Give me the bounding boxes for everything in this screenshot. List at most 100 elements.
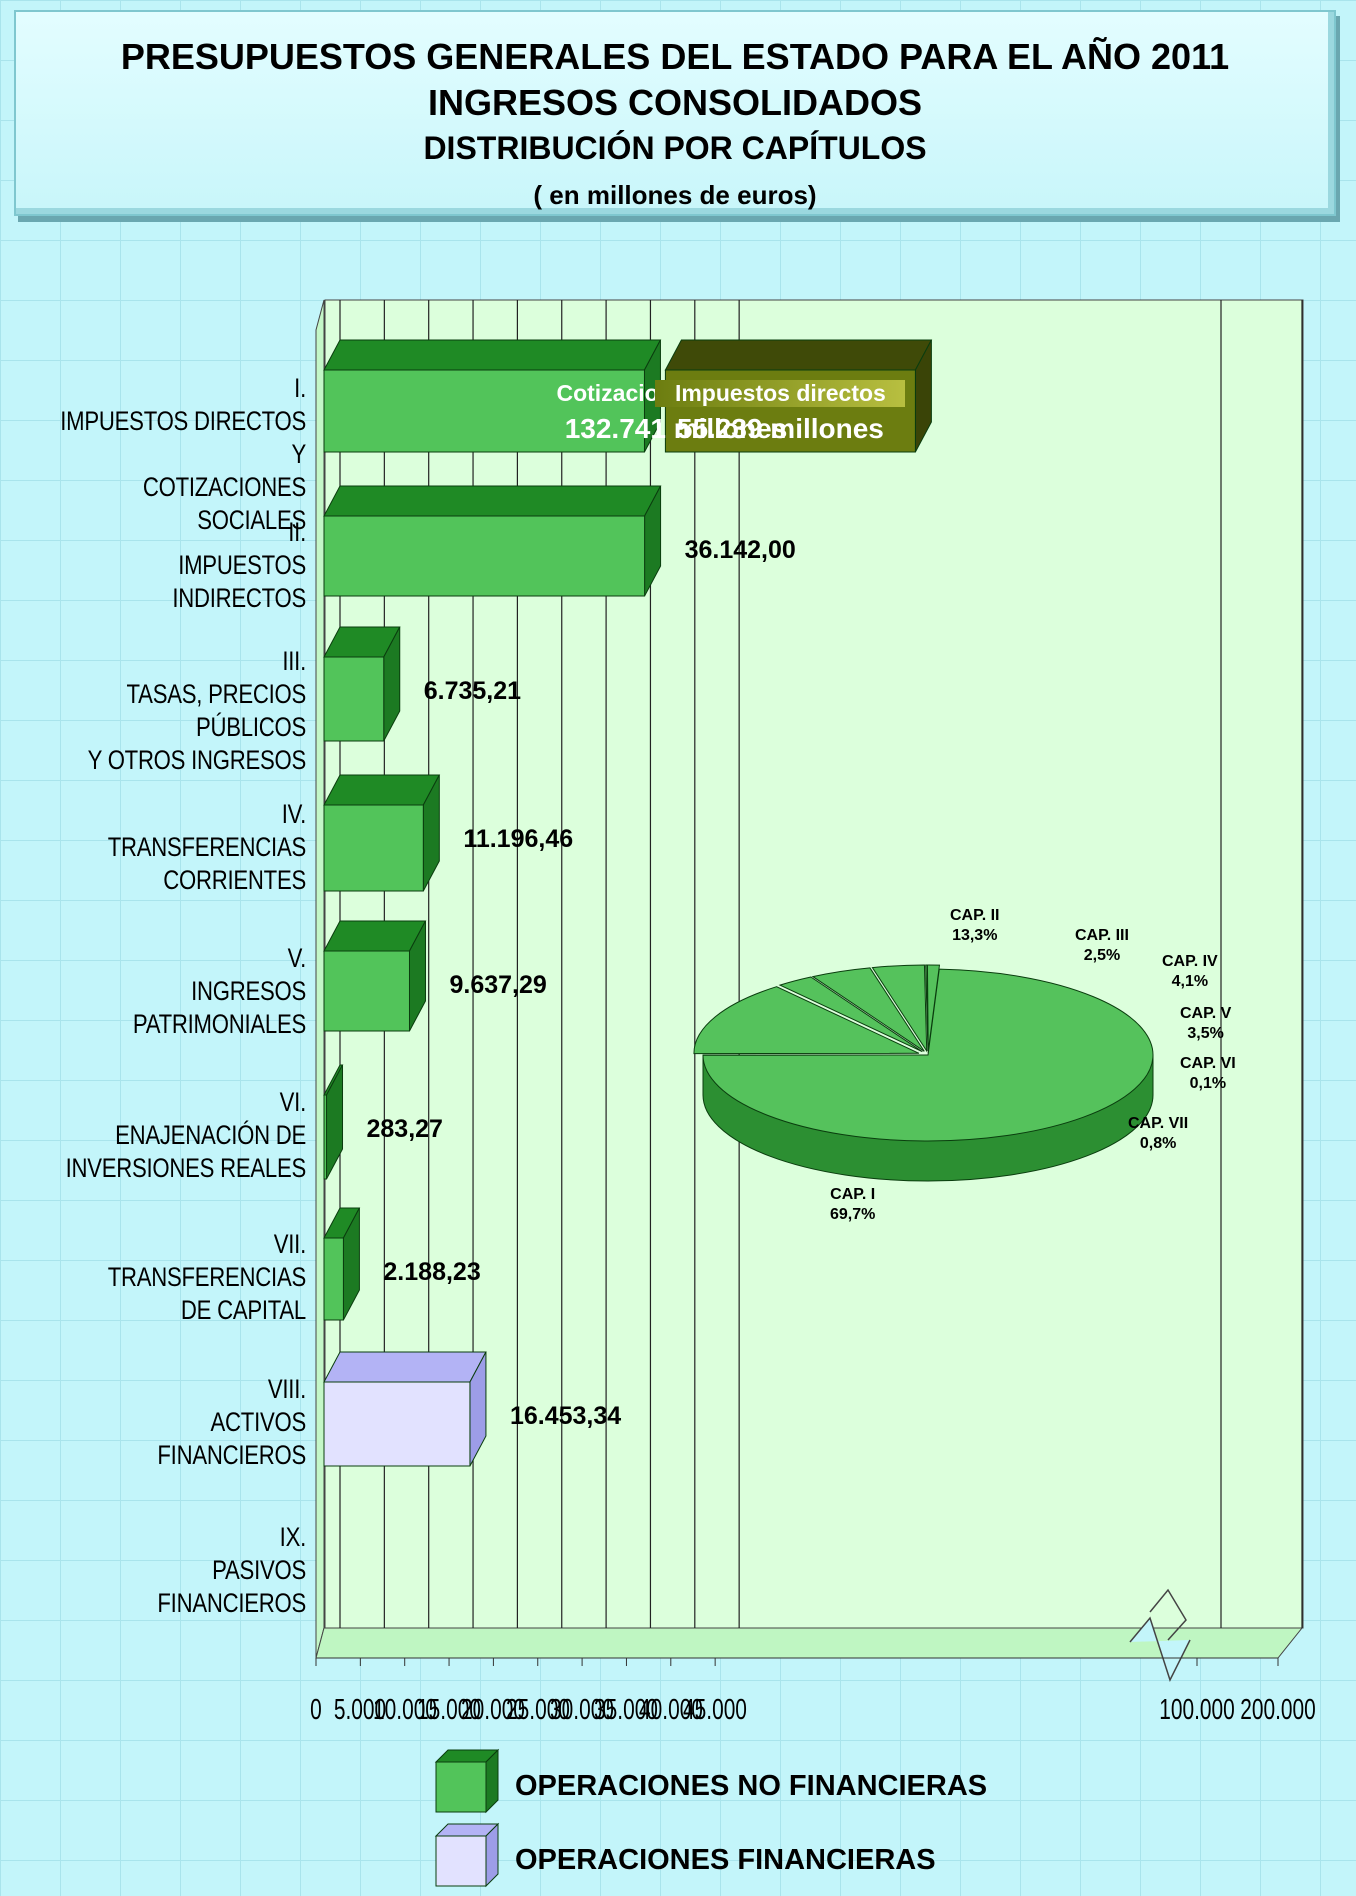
bar-1 [323,339,662,453]
legend-swatch-no-financieras-front [435,1761,487,1813]
category-label-line: TASAS, PRECIOS PÚBLICOS [126,679,307,742]
legend-label-no-financieras: OPERACIONES NO FINANCIERAS [515,1770,988,1802]
bar-7 [323,1207,361,1321]
category-label-line: IX. [279,1522,307,1552]
category-label-line: FINANCIEROS [157,1588,306,1618]
plot-left-wall [315,299,325,1659]
category-label: II. IMPUESTOS INDIRECTOS [55,516,306,615]
pie-slice [926,964,941,1052]
pie-label: CAP. II 13,3% [950,906,1000,946]
x-tick-label: 5.000 [334,1694,387,1726]
axis-break-bottom [1129,1616,1191,1682]
pie-label-value: 69,7% [830,1206,876,1223]
category-label-line: I. [294,373,306,403]
title-panel: PRESUPUESTOS GENERALES DEL ESTADO PARA E… [14,10,1336,216]
value-label: 2.188,23 [383,1258,481,1286]
x-tick-label: 100.000 [1159,1694,1235,1726]
pie-slice [811,967,925,1052]
pie-label-name: CAP. VI [1180,1055,1236,1072]
legend-swatch-financieras-front [435,1835,487,1887]
pie-label-value: 13,3% [952,927,998,944]
plot-back-wall [324,299,1304,1629]
callout-cotizaciones-value: 132.741 millones [564,413,788,444]
category-label-line: II. [288,517,306,547]
category-label: VIII. ACTIVOS FINANCIEROS [55,1373,306,1472]
pie-label-name: CAP. I [830,1186,876,1203]
x-tick-label: 20.000 [461,1694,526,1726]
pie-label: CAP. I 69,7% [830,1185,875,1225]
category-label-line: VIII. [267,1374,306,1404]
category-label-line: CORRIENTES [163,865,306,895]
x-tick-label: 10.000 [372,1694,437,1726]
legend-label-financieras: OPERACIONES FINANCIERAS [515,1844,936,1876]
axis-break-top [1149,1588,1187,1641]
category-label-line: TRANSFERENCIAS [107,832,307,862]
category-label-line: ENAJENACIÓN DE [115,1120,306,1150]
category-label-line: Y OTROS INGRESOS [87,745,307,775]
pie-chart [693,964,1154,1182]
plot-area [315,299,1304,1682]
category-label-line: PASIVOS [212,1555,306,1585]
bar-3-front [323,656,385,742]
category-label-line: ACTIVOS [210,1407,307,1437]
category-label-line: PATRIMONIALES [132,1009,306,1039]
value-label: 6.735,21 [423,677,522,705]
x-tick-label: 25.000 [505,1694,570,1726]
category-label: IV. TRANSFERENCIAS CORRIENTES [55,798,307,897]
value-label: 11.196,46 [463,825,574,853]
bar-2-front [323,515,646,597]
x-tick-label: 15.000 [417,1694,481,1726]
callout-directos-name: Impuestos directos [655,380,906,407]
category-label-line: VII. [273,1229,306,1259]
bar-5-front [323,950,410,1032]
bar-2 [323,485,662,597]
pie-label-name: CAP. V [1180,1005,1232,1022]
pie-slice [871,964,928,1053]
chart-title: PRESUPUESTOS GENERALES DEL ESTADO PARA E… [120,36,1230,77]
category-label-line: INGRESOS [191,976,306,1006]
category-label-line: IMPUESTOS INDIRECTOS [172,550,306,613]
pie-label: CAP. V 3,5% [1180,1004,1231,1044]
bar-1-top [323,339,662,371]
value-label: 283,27 [366,1115,443,1143]
legend-swatch-financieras [434,1822,500,1888]
x-tick-label: 0 [310,1694,322,1726]
pie-label-name: CAP. VII [1128,1115,1189,1132]
pie-slice [702,968,1154,1142]
pie-label: CAP. VI 0,1% [1180,1054,1236,1094]
bar-4-top [323,774,441,806]
category-label-line: IMPUESTOS DIRECTOS Y [60,406,306,469]
category-label: IX. PASIVOS FINANCIEROS [55,1521,306,1620]
bar-5 [323,920,427,1032]
bar-4-front [323,804,424,892]
value-label: 16.453,34 [509,1402,622,1430]
bar-6 [323,1064,344,1180]
pie-label-value: 0,1% [1189,1075,1227,1092]
category-label-line: DE CAPITAL [180,1295,306,1325]
bar-3 [323,626,401,742]
bar-8-top [323,1351,487,1383]
category-label: VI. ENAJENACIÓN DE INVERSIONES REALES [55,1086,307,1185]
pie-label-name: CAP. III [1075,927,1129,944]
bar-5-top [323,920,427,952]
bar-1-impuestos-directos-top [664,339,933,371]
pie-label: CAP. IV 4,1% [1162,952,1218,992]
pie-label-name: CAP. IV [1162,953,1218,970]
bar-1-front [323,369,645,453]
category-label-line: V. [287,943,307,973]
category-label-line: INVERSIONES REALES [65,1153,307,1183]
bar-6-front [323,1094,328,1180]
x-tick-label: 35.000 [594,1694,659,1726]
x-tick-label: 200.000 [1240,1694,1316,1726]
category-label: VII. TRANSFERENCIAS DE CAPITAL [55,1228,307,1327]
category-label: III. TASAS, PRECIOS PÚBLICOS Y OTROS INGRE… [55,645,307,777]
category-label-line: III. [282,646,306,676]
pie-label-name: CAP. II [950,907,1000,924]
x-tick-label: 45.000 [683,1694,748,1726]
category-label-line: VI. [279,1087,307,1117]
pie-label-value: 0,8% [1139,1135,1177,1152]
category-label: V. INGRESOS PATRIMONIALES [55,942,306,1041]
bar-7-front [323,1237,344,1321]
category-label-line: TRANSFERENCIAS [107,1262,307,1292]
